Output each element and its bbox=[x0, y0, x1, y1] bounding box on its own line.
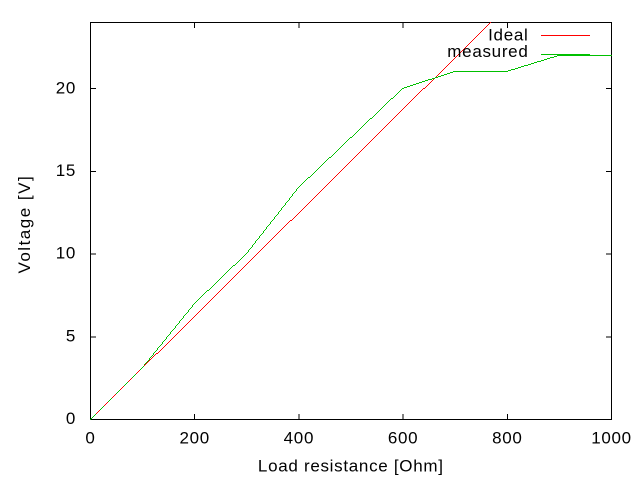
svg-text:Voltage [V]: Voltage [V] bbox=[15, 175, 34, 274]
svg-text:5: 5 bbox=[66, 326, 76, 345]
svg-text:Load resistance [Ohm]: Load resistance [Ohm] bbox=[258, 456, 444, 475]
svg-text:0: 0 bbox=[66, 409, 76, 428]
svg-text:0: 0 bbox=[85, 428, 95, 447]
svg-text:800: 800 bbox=[492, 428, 522, 447]
svg-text:10: 10 bbox=[56, 244, 76, 263]
svg-text:1000: 1000 bbox=[591, 428, 632, 447]
svg-text:400: 400 bbox=[284, 428, 314, 447]
svg-text:200: 200 bbox=[179, 428, 209, 447]
svg-text:Ideal: Ideal bbox=[488, 25, 528, 44]
svg-text:measured: measured bbox=[447, 42, 528, 61]
svg-text:15: 15 bbox=[56, 161, 76, 180]
svg-text:600: 600 bbox=[388, 428, 418, 447]
svg-text:20: 20 bbox=[56, 78, 76, 97]
